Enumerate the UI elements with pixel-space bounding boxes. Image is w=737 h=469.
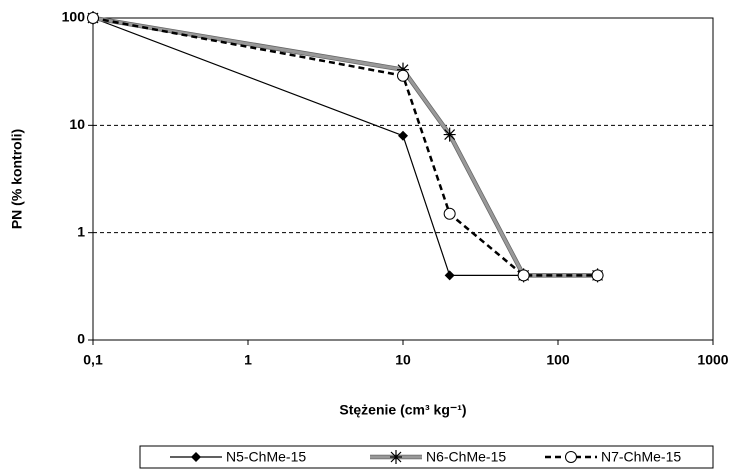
y-tick-label: 1 [77,223,85,239]
marker [397,62,409,77]
legend-label: N5-ChMe-15 [226,449,306,465]
x-tick-label: 100 [546,352,570,368]
y-tick-label: 0 [77,331,85,347]
x-tick-label: 0,1 [83,352,103,368]
marker [390,450,402,464]
marker [398,130,408,141]
marker [443,207,456,220]
legend: N5-ChMe-15 N6-ChMe-15 N7-ChMe-15 [170,449,681,465]
marker [87,12,99,24]
marker [517,269,530,282]
series-line [92,16,598,277]
legend-label: N6-ChMe-15 [426,449,506,465]
x-tick-label: 1000 [697,352,728,368]
legend-label: N7-ChMe-15 [601,449,681,465]
marker [443,127,456,142]
y-axis-title: PN (% kontroli) [9,129,25,229]
marker [565,451,577,463]
marker [444,270,455,281]
y-tick-label: 10 [69,116,85,132]
marker [591,269,604,282]
marker [397,69,409,82]
x-axis-title: Stężenie (cm³ kg⁻¹) [339,402,466,418]
y-tick-label: 100 [62,9,86,25]
x-tick-label: 10 [395,352,411,368]
series-line [92,17,598,276]
series-line [92,16,598,277]
series-line-outline [92,15,598,278]
x-tick-label: 1 [244,352,252,368]
marker [191,452,201,462]
